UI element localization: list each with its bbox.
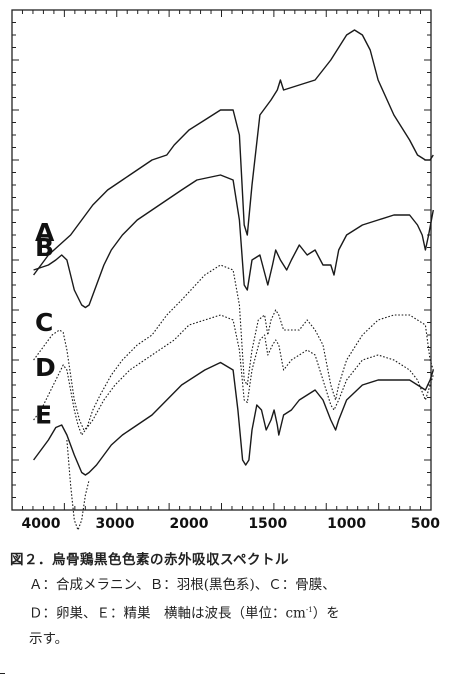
caption-line-de-end: ）を — [312, 605, 340, 622]
caption-line-ab: Ａ：合成メラニン、Ｂ：羽根(黒色系)、Ｃ：骨膜、 — [29, 577, 336, 593]
x-tick-label: 1000 — [327, 516, 366, 532]
series-labels: AB CDE — [35, 218, 56, 430]
series-line-extra — [66, 439, 90, 531]
series-label-e: E — [35, 401, 52, 430]
x-tick-label: 500 — [411, 516, 440, 532]
series-line-d — [33, 314, 434, 436]
x-tick-label: 1500 — [248, 516, 287, 532]
x-tick-label: 3000 — [96, 516, 135, 532]
axis-ticks — [11, 9, 432, 511]
x-tick-label: 4000 — [22, 516, 61, 532]
series-label-d: D — [35, 353, 56, 382]
caption-line-de-text: Ｄ：卵巣、Ｅ：精巣 横軸は波長（単位：cm — [29, 605, 306, 622]
caption-line-show: 示す。 — [29, 630, 69, 647]
series-line-c — [33, 264, 434, 431]
x-tick-label: 2000 — [170, 516, 209, 532]
series-layer — [33, 29, 434, 531]
series-label-a: A — [35, 218, 55, 247]
figure-caption: 図２．烏骨鶏黒色色素の赤外吸収スペクトル Ａ：合成メラニン、Ｂ：羽根(黒色系)、… — [10, 548, 442, 652]
plot-frame — [11, 9, 432, 511]
series-line-e — [33, 361, 434, 476]
ir-spectrum-chart: AB CDE 4000 3000 2000 1500 1000 500 — [11, 9, 441, 532]
series-label-c: C — [35, 308, 53, 337]
caption-unit-superscript: -1 — [305, 606, 313, 614]
series-line-a — [33, 29, 434, 276]
x-tick-labels: 4000 3000 2000 1500 1000 500 — [22, 516, 441, 532]
caption-title: 図２．烏骨鶏黒色色素の赤外吸収スペクトル — [10, 552, 290, 568]
page-edge-mark — [0, 673, 5, 674]
series-label-b: B — [35, 233, 54, 262]
caption-line-de: Ｄ：卵巣、Ｅ：精巣 横軸は波長（単位：cm-1）を — [10, 598, 442, 627]
series-line-b — [33, 174, 434, 309]
